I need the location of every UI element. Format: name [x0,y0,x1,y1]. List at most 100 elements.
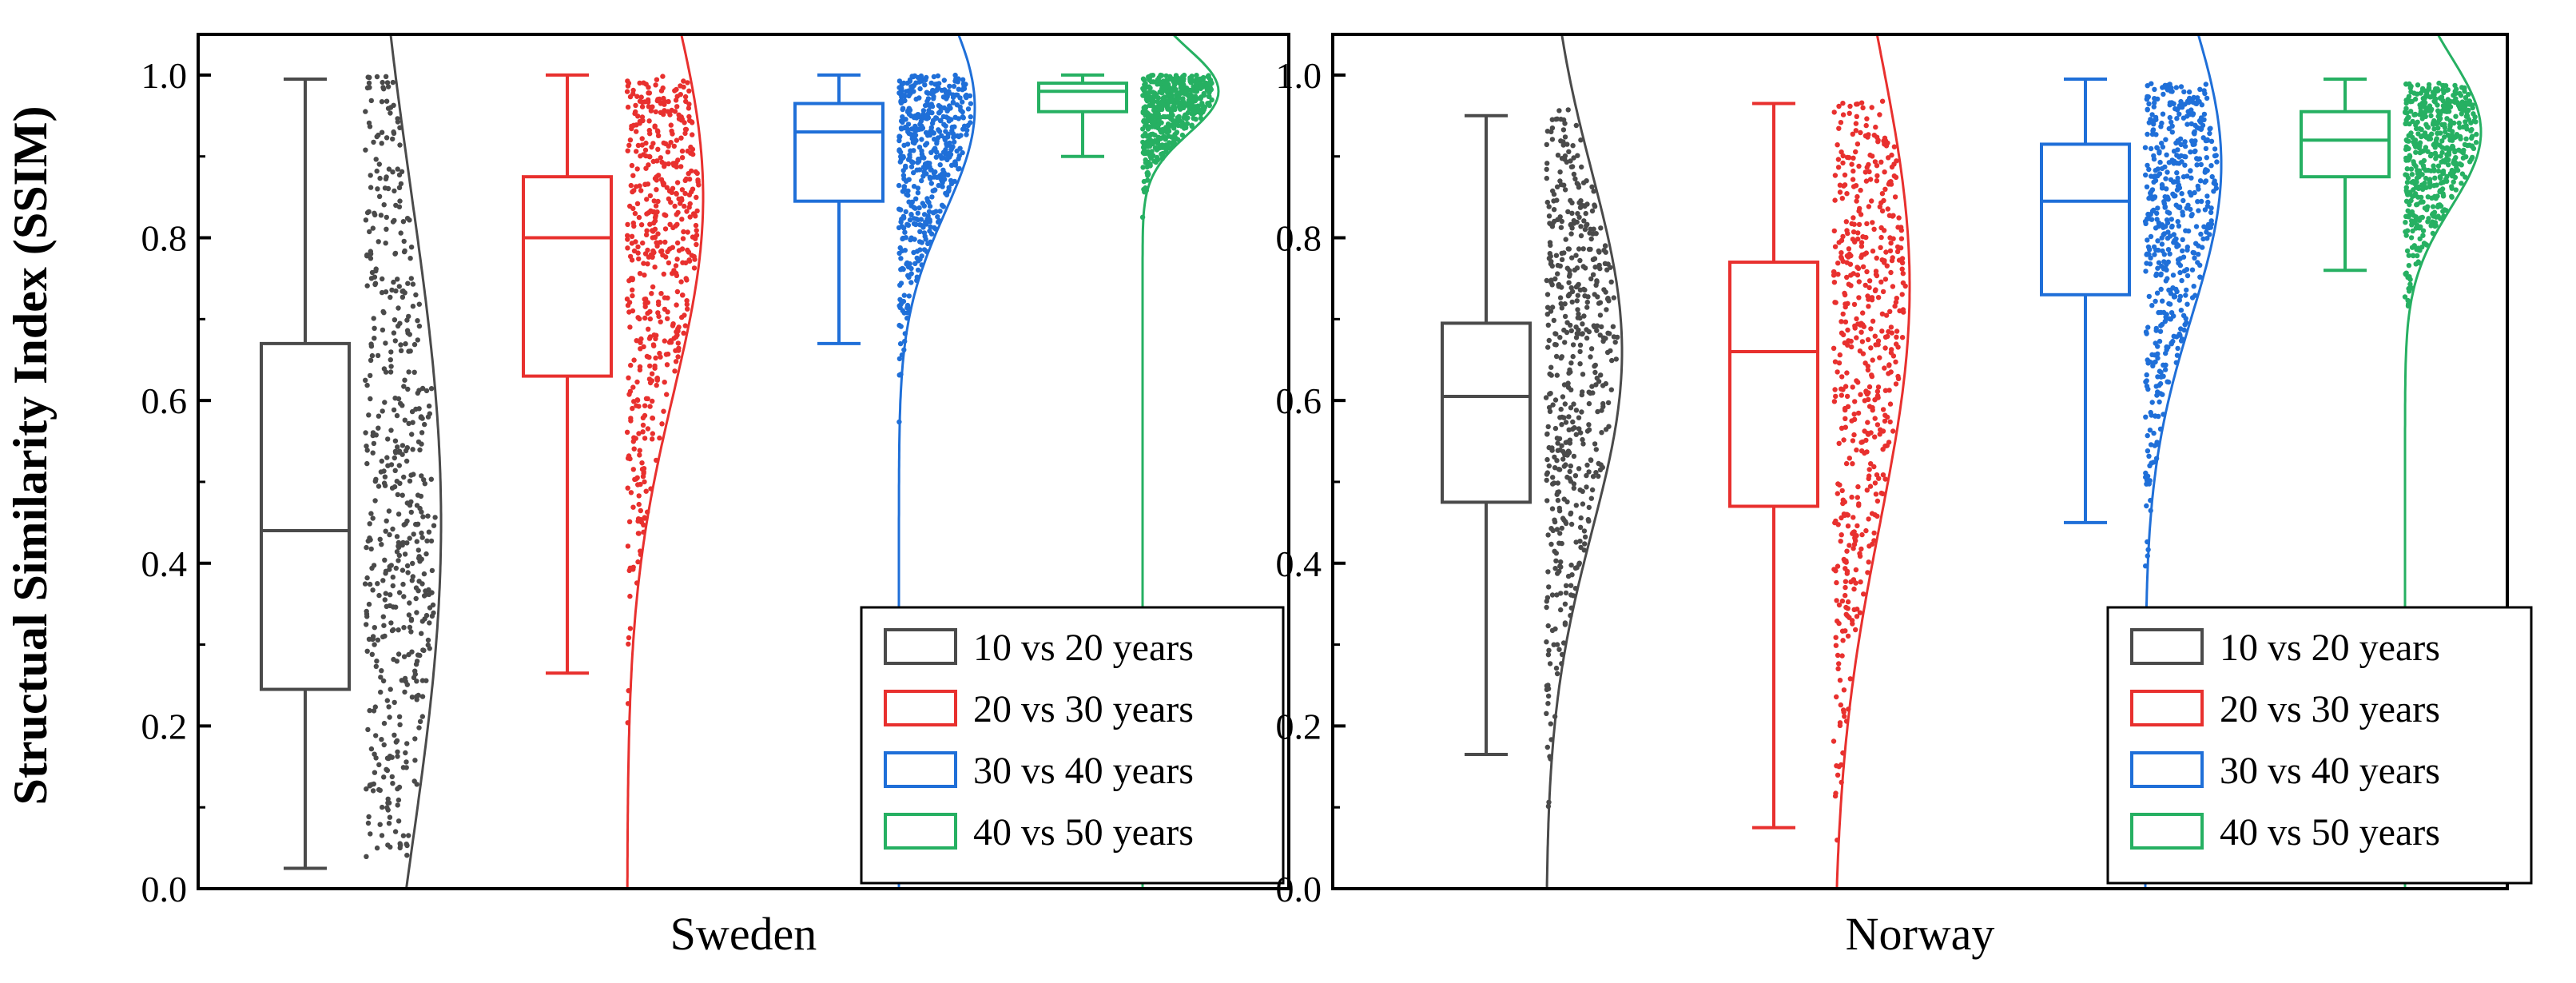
data-point [2202,207,2208,213]
data-point [395,116,400,121]
data-point [1556,647,1562,652]
data-point [2159,141,2165,146]
data-point [2184,121,2190,127]
data-point [384,767,391,774]
data-point [2165,229,2171,235]
data-point [1889,257,1895,264]
data-point [1580,441,1586,447]
data-point [427,620,432,626]
data-point [2201,117,2207,122]
data-point [1835,563,1841,569]
data-point [372,625,377,631]
data-point [1565,448,1572,454]
data-point [2161,232,2166,237]
y-tick-label: 0.8 [1276,218,1322,259]
data-point [908,280,914,285]
data-point [2412,96,2419,102]
data-point [1544,175,1550,181]
data-point [637,183,642,189]
data-point [1562,401,1568,407]
data-point [372,274,378,280]
data-point [2151,104,2157,109]
data-point [1140,165,1146,170]
data-point [694,241,699,248]
data-point [381,202,387,208]
data-point [916,205,922,211]
data-point [665,309,670,315]
data-point [928,239,933,245]
data-point [1147,102,1152,109]
data-point [392,829,399,834]
data-point [364,444,369,449]
data-point [1185,109,1191,116]
data-point [405,386,411,392]
data-point [644,228,650,233]
data-point [1889,164,1895,170]
data-point [388,357,393,363]
data-point [2441,90,2447,96]
data-point [1832,197,1838,203]
data-point [2419,100,2426,106]
data-point [2450,129,2455,134]
data-point [1586,246,1592,253]
data-point [2184,247,2190,253]
data-point [1191,78,1196,84]
data-point [1839,386,1844,392]
data-point [394,659,400,664]
data-point [1586,469,1592,475]
data-point [1548,364,1554,370]
data-point [682,190,688,197]
data-point [912,132,919,138]
data-point [1568,463,1574,469]
data-point [1558,564,1564,570]
box-3 [793,34,976,889]
data-point [396,797,402,803]
data-point [900,189,906,194]
box-2 [522,34,705,889]
data-point [420,514,426,519]
data-point [1887,308,1893,314]
data-point [1553,253,1560,258]
data-point [2428,168,2434,173]
data-point [407,217,412,223]
data-point [673,359,679,364]
data-point [641,469,646,475]
data-point [2145,106,2150,112]
data-point [1580,180,1587,185]
data-point [646,90,653,96]
data-point [1853,121,1859,126]
data-point [1561,496,1567,502]
data-point [660,74,666,79]
data-point [1154,147,1160,153]
data-point [428,538,435,544]
data-point [658,240,663,245]
data-point [1893,381,1899,387]
data-point [647,308,653,315]
data-point [944,192,950,198]
data-point [660,253,666,258]
data-point [1858,129,1863,136]
data-point [1566,149,1572,154]
data-point [2428,113,2434,119]
data-point [896,134,903,140]
data-point [647,404,653,409]
data-point [1866,467,1872,472]
data-point [2161,252,2167,257]
data-point [2450,144,2456,149]
data-point [915,217,921,223]
data-point [2160,392,2165,397]
data-point [2203,145,2209,152]
data-point [1844,370,1850,376]
data-point [1842,292,1848,298]
data-point [2457,125,2463,130]
data-point [650,228,655,233]
y-axis: 0.00.20.40.60.81.0 [1276,55,1346,909]
data-point [2459,162,2464,168]
data-point [686,113,692,120]
data-point [1194,89,1200,94]
data-point [1831,399,1838,404]
data-point [666,196,672,201]
data-point [2418,105,2423,111]
data-point [897,245,903,251]
